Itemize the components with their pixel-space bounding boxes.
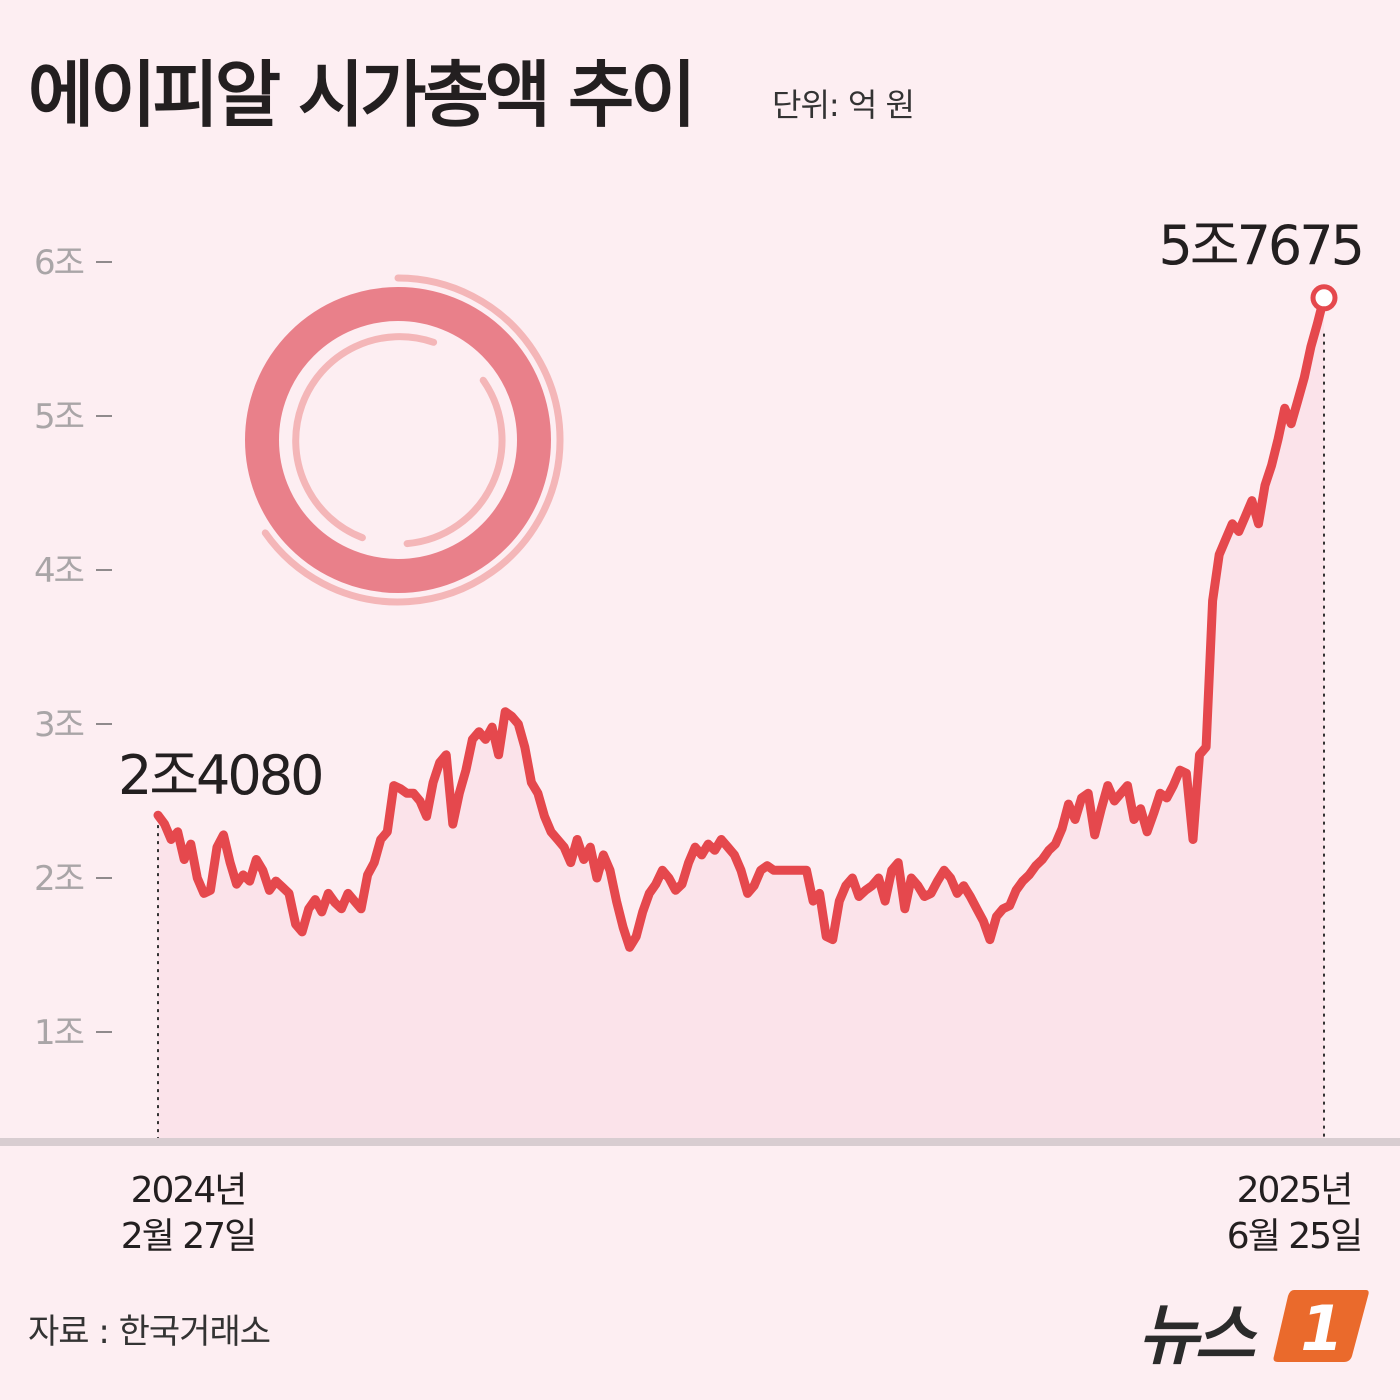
y-tick-label: 4조: [34, 551, 84, 591]
logo-text: 뉴스: [1138, 1297, 1255, 1374]
unit-label: 단위: 억 원: [772, 86, 915, 124]
decorative-ring-icon: [245, 274, 564, 606]
news1-logo: 뉴스 1: [1138, 1280, 1370, 1374]
x-end-date-label: 6월 25일: [1227, 1216, 1361, 1257]
start-value-label: 2조4080: [118, 744, 321, 807]
area-fill: [158, 297, 1324, 1140]
end-value-label: 5조7675: [1159, 214, 1362, 277]
y-tick-label: 1조: [34, 1013, 84, 1053]
y-tick-label: 2조: [34, 859, 84, 899]
logo-badge-icon: 1: [1273, 1290, 1369, 1364]
end-marker: [1310, 284, 1338, 312]
x-end-year-label: 2025년: [1237, 1170, 1352, 1211]
chart-title: 에이피알 시가총액 추이: [28, 53, 697, 137]
x-start-year-label: 2024년: [131, 1170, 246, 1211]
x-start-date-label: 2월 27일: [121, 1216, 255, 1257]
y-axis: 1조 2조 3조 4조 5조 6조: [34, 243, 112, 1053]
source-note: 자료 : 한국거래소: [28, 1312, 271, 1352]
logo-badge-text: 1: [1300, 1292, 1343, 1364]
y-tick-label: 3조: [34, 705, 84, 745]
y-tick-label: 5조: [34, 397, 84, 437]
y-tick-label: 6조: [34, 243, 84, 283]
baseline-bar: [0, 1138, 1400, 1146]
series-line: [153, 293, 1329, 952]
